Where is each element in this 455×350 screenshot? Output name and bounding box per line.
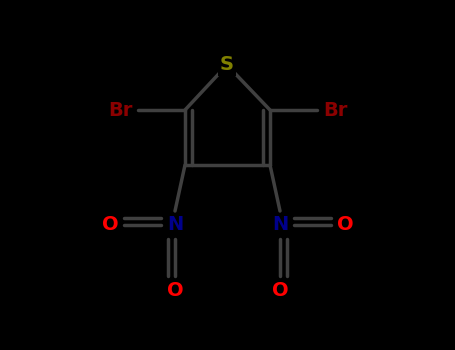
Text: O: O [272, 280, 288, 300]
Text: N: N [272, 216, 288, 234]
Text: N: N [167, 216, 183, 234]
Text: O: O [337, 216, 354, 234]
Text: Br: Br [323, 100, 347, 119]
Text: O: O [167, 280, 183, 300]
Text: Br: Br [108, 100, 132, 119]
Text: O: O [101, 216, 118, 234]
Text: S: S [220, 56, 234, 75]
